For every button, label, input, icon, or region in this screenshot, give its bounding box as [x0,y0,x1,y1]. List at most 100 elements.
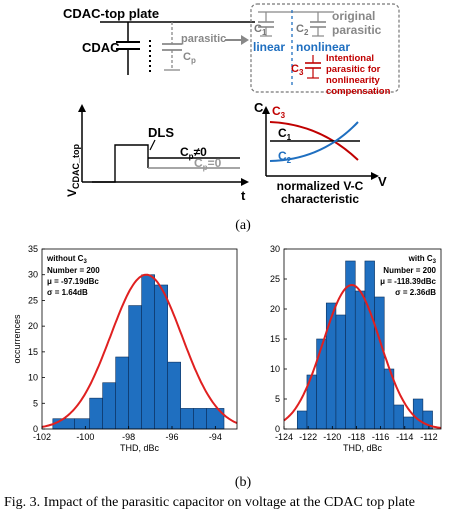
waveform-cp-nonzero [92,144,240,183]
c-axis-label: C [254,100,264,115]
histogram-bar [412,398,424,430]
c2-box-label: C2 [296,23,309,37]
x-tick-label: -124 [275,432,293,442]
histogram-bar [128,305,142,430]
histogram-bar [374,296,385,430]
histogram-bar [325,302,337,430]
y-tick-label: 30 [270,244,280,254]
voltage-waveform: VCDAC_top t DLS Cp≠0 Cp=0 [65,104,249,203]
c-axis-arrow [262,106,270,114]
histogram-bar [316,338,327,430]
vc-title-line-2: characteristic [281,192,359,206]
histogram-bar [89,397,103,430]
intentional-line-3: nonlinearity [326,75,381,86]
x-tick-label: -102 [33,432,51,442]
c3-box-label: C3 [291,63,304,77]
x-tick-label: -118 [348,432,365,442]
cp-eq0-label: Cp=0 [194,156,222,172]
c3-curve-label: C3 [272,104,286,120]
vc-characteristic: C V C3 C1 C2 normalized V-C characterist… [254,100,387,206]
histogram-bar [354,290,366,430]
x-tick-label: -96 [165,432,178,442]
v-char-axis-label: V [378,174,387,189]
stat-line: σ = 1.64dB [47,288,88,297]
legend-label: without C3 [46,254,87,265]
y-tick-label: 0 [33,424,38,434]
dls-arrow [149,139,156,151]
caption-b: (b) [235,475,252,490]
y-axis-label: occurrences [12,314,22,364]
x-tick-label: -100 [76,432,94,442]
v-cdac-top-label: VCDAC_top [65,143,81,197]
y-tick-label: 35 [28,244,38,254]
x-tick-label: -120 [323,432,341,442]
caption-a: (a) [235,218,251,233]
cdac-top-plate-label: CDAC-top plate [63,6,159,21]
x-tick-label: -122 [299,432,317,442]
y-tick-label: 15 [28,347,38,357]
gaussian-fit-curve [41,273,238,428]
stat-line: μ = -118.39dBc [380,277,436,286]
y-tick-label: 25 [28,295,38,305]
parasitic-label: parasitic [181,33,226,45]
v-char-axis-arrow [371,172,379,180]
histogram-without-c3: -102 -100 -98 -96 -94 0 5 10 15 20 25 30 35 THD, dBc o… [12,244,238,453]
y-tick-label: 5 [33,398,38,408]
figure-caption: Fig. 3. Impact of the parasitic capacito… [4,495,415,509]
circuit-diagram: CDAC-top plate CDAC Cp parasitic C1 [63,3,400,97]
cp-label: Cp [183,51,196,65]
intentional-line-4: compensation [326,86,391,97]
linear-label: linear [253,40,285,54]
histogram-bar [154,284,168,430]
y-tick-label: 5 [275,394,280,404]
plot-frame [41,248,238,430]
v-axis-arrow [78,104,86,112]
vc-title-line-1: normalized V-C [277,179,364,193]
histogram-bar [335,314,346,430]
c2-curve [269,121,359,162]
y-tick-label: 30 [28,270,38,280]
c3-curve [269,121,359,161]
cdac-label: CDAC [82,40,120,55]
stat-line: σ = 2.36dB [395,288,436,297]
legend-label: with C3 [408,254,437,265]
gaussian-fit-curve [283,283,442,429]
intentional-line-2: parasitic for [326,64,381,75]
parasitic-arrow-head [241,35,249,45]
histogram-bar [115,356,129,430]
histogram-bar [141,274,155,430]
x-axis-label: THD, dBc [120,443,160,453]
histogram-with-c3: -124 -122 -120 -118 -116 -114 -112 0 5 10 15 20 25 30… [270,244,442,453]
stat-line: Number = 200 [383,266,436,275]
c2-curve-label: C2 [278,149,292,165]
parasitic-original-label: parasitic [332,23,382,37]
stat-line: μ = -97.19dBc [47,277,99,286]
t-axis-label: t [241,188,246,203]
histogram-bar [364,260,375,430]
cp-neq0-label: Cp≠0 [180,145,207,161]
histogram-bar [167,361,181,430]
x-tick-label: -98 [122,432,135,442]
y-tick-label: 20 [28,321,38,331]
histogram-bar [102,382,116,430]
x-tick-label: -94 [209,432,222,442]
histogram-bar [296,410,308,430]
x-tick-label: -114 [396,432,413,442]
histogram-bar [193,408,207,430]
x-axis-label: THD, dBc [343,443,383,453]
histogram-bar [180,408,194,430]
dls-label: DLS [148,125,174,140]
y-tick-label: 20 [270,304,280,314]
intentional-line-1: Intentional [326,53,374,64]
c1-box-label: C1 [254,23,267,37]
c1-line-label: C1 [278,126,292,142]
y-tick-label: 10 [270,364,280,374]
histogram-bar [74,418,90,430]
nonlinear-label: nonlinear [296,40,350,54]
histogram-bar [393,404,404,430]
y-tick-label: 10 [28,373,38,383]
y-tick-label: 15 [270,334,280,344]
x-tick-label: -112 [420,432,437,442]
original-label: original [332,9,375,23]
